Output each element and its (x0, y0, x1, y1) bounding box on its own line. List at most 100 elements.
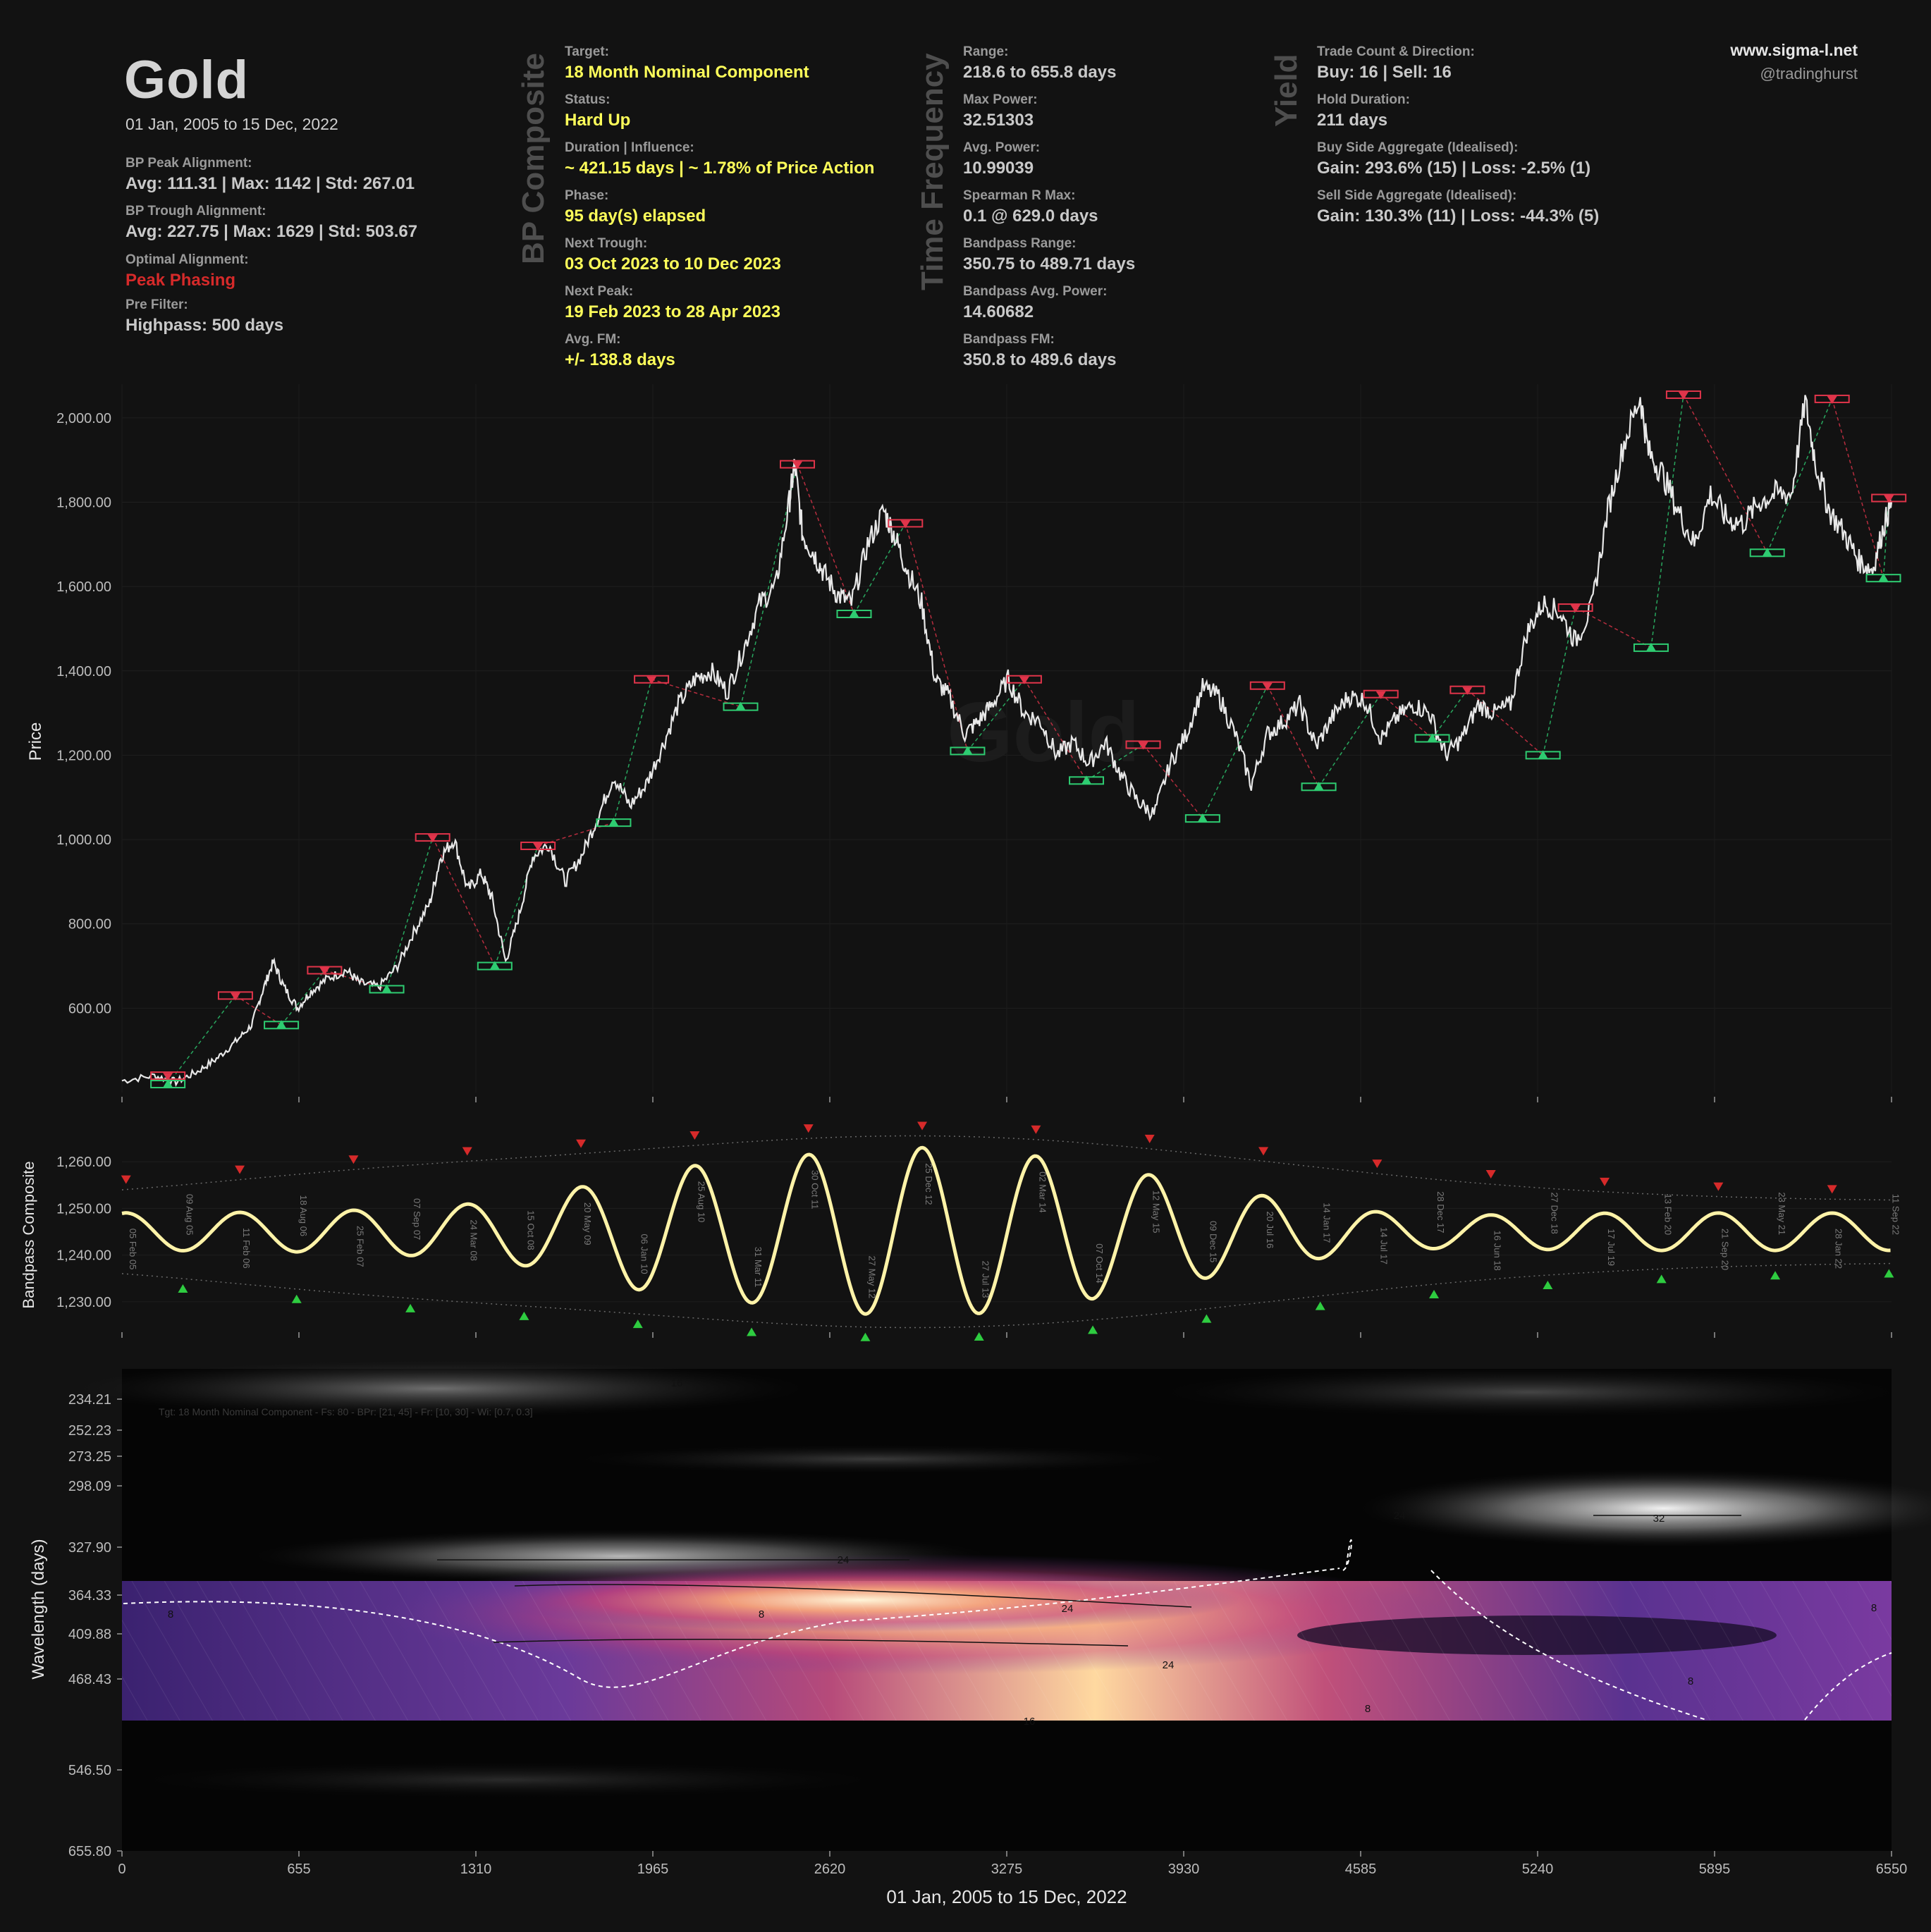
bandpass-tick-label: 1,260.00 (56, 1155, 111, 1170)
trough-marker (276, 1020, 287, 1029)
heatmap-x-tick-label: 6550 (1876, 1862, 1908, 1877)
peak-marker (1262, 682, 1273, 691)
contour-line-24b (514, 1584, 1192, 1608)
bandpass-date-label: 17 Jul 19 (1606, 1229, 1617, 1266)
sell-aggregate-value: Gain: 130.3% (11) | Loss: -44.3% (5) (1317, 207, 1600, 226)
bp-fm-value: 350.8 to 489.6 days (963, 350, 1117, 369)
site-link[interactable]: www.sigma-l.net (1730, 41, 1858, 59)
bandpass-date-label: 21 Sep 20 (1719, 1229, 1730, 1270)
fm-trace-top (1342, 1539, 1352, 1571)
phase-value: 95 day(s) elapsed (565, 207, 706, 226)
fm-trace-left (123, 1568, 1340, 1688)
prefilter-value: Highpass: 500 days (125, 316, 284, 335)
phase-guide-line (1650, 394, 1684, 648)
hold-duration-value: 211 days (1317, 111, 1388, 130)
bandpass-trough-marker (1543, 1281, 1553, 1290)
bandpass-date-label: 05 Feb 05 (128, 1229, 138, 1270)
range-label: Range: (963, 44, 1009, 59)
heatmap-x-tick-label: 655 (287, 1862, 310, 1877)
bandpass-date-label: 16 Jun 18 (1492, 1231, 1503, 1271)
phase-guide-line (1831, 398, 1884, 579)
bp-range-value: 350.75 to 489.71 days (963, 254, 1136, 273)
heatmap-x-tick-label: 3275 (991, 1862, 1023, 1877)
next-peak-label: Next Peak: (565, 284, 634, 299)
buy-aggregate-label: Buy Side Aggregate (Idealised): (1317, 140, 1519, 155)
peak-marker (900, 520, 911, 529)
bandpass-trough-marker (405, 1303, 416, 1312)
phase-guide-line (1380, 694, 1433, 739)
bandpass-date-label: 14 Jan 17 (1322, 1202, 1332, 1243)
duration-label: Duration | Influence: (565, 140, 694, 155)
price-tick-label: 1,000.00 (56, 832, 111, 848)
trade-count-value: Buy: 16 | Sell: 16 (1317, 63, 1452, 82)
trough-marker (1427, 733, 1437, 742)
bandpass-axis-label: Bandpass Composite (20, 1161, 37, 1308)
heatmap-x-tick-label: 5240 (1522, 1862, 1554, 1877)
peak-marker (1462, 687, 1473, 695)
bandpass-peak-marker (917, 1121, 928, 1131)
contour-line-24c (493, 1638, 1129, 1647)
hold-duration-label: Hold Duration: (1317, 92, 1410, 107)
bandpass-date-label: 11 Feb 06 (241, 1228, 252, 1269)
bp-avg-power-label: Bandpass Avg. Power: (963, 284, 1108, 299)
optimal-value: Peak Phasing (125, 271, 236, 290)
bandpass-date-label: 12 May 15 (1151, 1190, 1162, 1233)
price-chart: Gold 600.00800.001,000.001,200.001,400.0… (26, 384, 1907, 1102)
phase-guide-line (1142, 744, 1203, 819)
bandpass-trough-marker (178, 1284, 188, 1293)
target-value: 18 Month Nominal Component (565, 63, 809, 82)
bandpass-date-label: 14 Jul 17 (1378, 1227, 1389, 1265)
avg-power-value: 10.99039 (963, 159, 1034, 178)
phase-guide-line (1202, 685, 1268, 819)
max-power-value: 32.51303 (963, 111, 1034, 130)
bandpass-date-label: 09 Dec 15 (1208, 1221, 1218, 1262)
bandpass-trough-marker (291, 1294, 302, 1303)
price-tick-label: 800.00 (68, 917, 111, 933)
bandpass-peak-marker (1144, 1134, 1155, 1143)
twitter-handle: @tradinghurst (1760, 65, 1858, 82)
next-trough-label: Next Trough: (565, 236, 648, 251)
heatmap-axis-label: Wavelength (days) (29, 1539, 48, 1679)
contour-label: 8 (1365, 1703, 1371, 1715)
heatmap-tick-label: 234.21 (68, 1392, 111, 1408)
price-tick-label: 1,800.00 (56, 496, 111, 511)
phase-guide-line (1431, 689, 1468, 739)
bandpass-hatch (122, 1581, 1892, 1721)
contour-label: 8 (759, 1608, 764, 1620)
trough-marker (1313, 782, 1324, 791)
bandpass-date-label: 07 Oct 14 (1094, 1243, 1105, 1283)
peak-marker (163, 1073, 173, 1081)
bandpass-peak-marker (235, 1165, 245, 1174)
heatmap-x-tick-label: 5895 (1699, 1862, 1731, 1877)
phase-guide-line (613, 679, 652, 823)
bandpass-trough-marker (1201, 1314, 1212, 1323)
phase-guide-line (1466, 689, 1544, 756)
trough-marker (962, 746, 973, 755)
bandpass-date-label: 25 Aug 10 (696, 1181, 706, 1223)
bandpass-trough-marker (632, 1319, 643, 1329)
bandpass-peak-marker (1258, 1147, 1269, 1156)
peak-marker (792, 461, 803, 469)
price-tick-label: 600.00 (68, 1001, 111, 1016)
range-value: 218.6 to 655.8 days (963, 63, 1117, 82)
peak-marker (1827, 395, 1837, 404)
phase-guide-line (235, 995, 282, 1026)
trade-count-label: Trade Count & Direction: (1317, 44, 1475, 59)
trough-marker (1538, 750, 1548, 759)
trough-marker (608, 818, 619, 827)
next-peak-value: 19 Feb 2023 to 28 Apr 2023 (565, 302, 780, 321)
bandpass-peak-marker (348, 1155, 359, 1164)
bandpass-trough-marker (1770, 1271, 1781, 1280)
heatmap-tick-label: 252.23 (68, 1423, 111, 1439)
phase-guide-line (651, 679, 741, 708)
heatmap-x-tick-label: 3930 (1168, 1862, 1200, 1877)
heatmap-x-tick-label: 4585 (1345, 1862, 1377, 1877)
duration-value: ~ 421.15 days | ~ 1.78% of Price Action (565, 159, 875, 178)
peak-marker (1884, 495, 1894, 503)
price-axis-label: Price (26, 722, 45, 761)
contour-label: 8 (1688, 1675, 1693, 1687)
bandpass-date-label: 18 Aug 06 (298, 1195, 309, 1236)
chart-title: Gold (124, 50, 250, 110)
bandpass-trough-marker (1429, 1289, 1440, 1298)
peak-marker (1570, 605, 1581, 613)
